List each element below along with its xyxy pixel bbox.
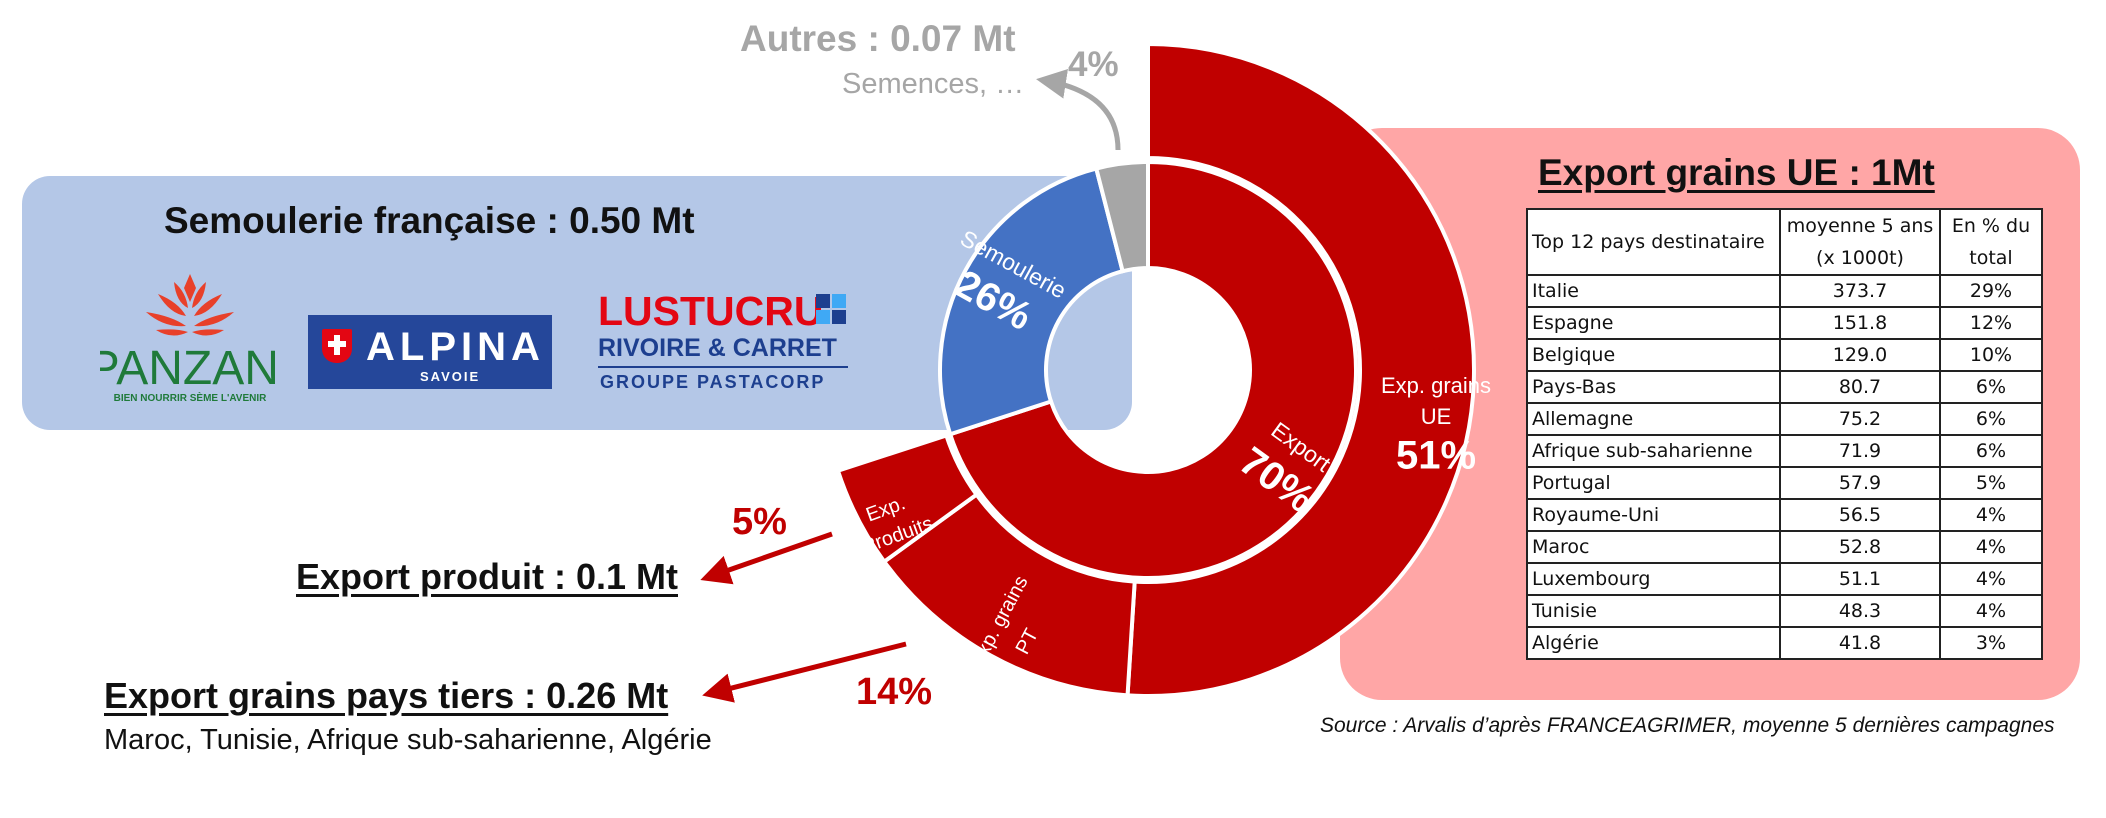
savoie-cross-icon (322, 329, 352, 363)
panzani-logo: PANZANI BIEN NOURRIR SÈME L'AVENIR (100, 274, 280, 404)
alpina-logo: ALPINA SAVOIE (308, 315, 552, 389)
lustucru-logo: LUSTUCRU RIVOIRE & CARRET GROUPE PASTACO… (598, 288, 848, 398)
table-row: Pays-Bas 80.7 6% (1526, 370, 2043, 404)
table-row: Portugal 57.9 5% (1526, 466, 2043, 500)
outer-label-exp-grains-ue: UE (1421, 404, 1452, 429)
table-row: Afrique sub-saharienne 71.9 6% (1526, 434, 2043, 468)
table-cell-avg: 151.8 (1779, 306, 1941, 340)
panzani-tagline: BIEN NOURRIR SÈME L'AVENIR (114, 391, 268, 404)
table-cell-country: Tunisie (1526, 594, 1781, 628)
autres-subtitle: Semences, … (842, 68, 1025, 100)
lustucru-square-icon (816, 310, 830, 324)
table-cell-share: 4% (1939, 530, 2043, 564)
alpina-subtitle: SAVOIE (420, 369, 481, 384)
autres-title: Autres : 0.07 Mt (740, 18, 1016, 59)
destination-table: Top 12 pays destinataire moyenne 5 ans (x… (1526, 208, 2043, 660)
table-cell-country: Royaume-Uni (1526, 498, 1781, 532)
lustucru-divider (598, 366, 848, 368)
table-row: Royaume-Uni 56.5 4% (1526, 498, 2043, 532)
inner-slice-semoulerie (938, 166, 1126, 437)
semoulerie-title: Semoulerie française : 0.50 Mt (164, 200, 695, 241)
table-row: Belgique 129.0 10% (1526, 338, 2043, 372)
table-cell-share: 6% (1939, 402, 2043, 436)
exp-produits-pct-label: 5% (732, 501, 787, 543)
table-cell-avg: 56.5 (1779, 498, 1941, 532)
table-header-label: En % du total (1951, 215, 2031, 269)
export-pays-tiers-title: Export grains pays tiers : 0.26 Mt (104, 675, 669, 716)
table-cell-share: 6% (1939, 370, 2043, 404)
autres-pct-label: 4% (1068, 45, 1119, 84)
inner-slice-export (947, 159, 1358, 580)
table-cell-share: 10% (1939, 338, 2043, 372)
table-header-row: Top 12 pays destinataire moyenne 5 ans (x… (1526, 208, 2043, 276)
table-cell-avg: 129.0 (1779, 338, 1941, 372)
table-cell-share: 4% (1939, 594, 2043, 628)
export-produit-title: Export produit : 0.1 Mt (296, 556, 678, 597)
table-cell-avg: 80.7 (1779, 370, 1941, 404)
table-cell-country: Algérie (1526, 626, 1781, 660)
table-header-label: Top 12 pays destinataire (1532, 231, 1765, 253)
lustucru-groupe: GROUPE PASTACORP (600, 372, 826, 392)
lustucru-square-icon (816, 294, 830, 308)
lustucru-square-icon (832, 310, 846, 324)
table-cell-avg: 52.8 (1779, 530, 1941, 564)
table-row: Tunisie 48.3 4% (1526, 594, 2043, 628)
lustucru-wordmark: LUSTUCRU (598, 288, 824, 334)
export-produit-arrow (700, 531, 833, 585)
table-cell-share: 3% (1939, 626, 2043, 660)
table-header-country: Top 12 pays destinataire (1526, 208, 1781, 276)
table-row: Luxembourg 51.1 4% (1526, 562, 2043, 596)
table-cell-avg: 41.8 (1779, 626, 1941, 660)
inner-slice-autres (1093, 159, 1150, 274)
table-cell-country: Espagne (1526, 306, 1781, 340)
table-cell-country: Italie (1526, 274, 1781, 308)
table-cell-share: 4% (1939, 498, 2043, 532)
table-header-avg: moyenne 5 ans (x 1000t) (1779, 208, 1941, 276)
outer-slice-exp-grains-ue (1125, 41, 1476, 698)
lustucru-square-icon (832, 294, 846, 308)
export-ue-title: Export grains UE : 1Mt (1538, 152, 1935, 193)
lustucru-subtitle: RIVOIRE & CARRET (598, 334, 837, 362)
autres-arrow (1036, 68, 1121, 151)
table-cell-share: 5% (1939, 466, 2043, 500)
exp-grains-pt-pct-label: 14% (856, 671, 932, 713)
table-cell-country: Allemagne (1526, 402, 1781, 436)
table-header-share: En % du total (1939, 208, 2043, 276)
table-cell-country: Afrique sub-saharienne (1526, 434, 1781, 468)
table-cell-share: 12% (1939, 306, 2043, 340)
table-cell-country: Pays-Bas (1526, 370, 1781, 404)
table-row: Espagne 151.8 12% (1526, 306, 2043, 340)
table-cell-avg: 48.3 (1779, 594, 1941, 628)
outer-slice-exp-produits (835, 432, 980, 565)
table-cell-country: Luxembourg (1526, 562, 1781, 596)
panzani-wordmark: PANZANI (100, 342, 280, 395)
source-note: Source : Arvalis d’après FRANCEAGRIMER, … (1320, 714, 2055, 737)
table-cell-country: Portugal (1526, 466, 1781, 500)
export-pays-tiers-countries: Maroc, Tunisie, Afrique sub-saharienne, … (104, 724, 712, 756)
export-pays-tiers-arrow (702, 641, 907, 703)
table-cell-share: 6% (1939, 434, 2043, 468)
table-row: Italie 373.7 29% (1526, 274, 2043, 308)
table-cell-avg: 51.1 (1779, 562, 1941, 596)
table-header-label: moyenne 5 ans (x 1000t) (1786, 215, 1934, 269)
outer-pct-exp-grains-ue: 51% (1396, 434, 1476, 478)
table-row: Allemagne 75.2 6% (1526, 402, 2043, 436)
table-row: Maroc 52.8 4% (1526, 530, 2043, 564)
table-row: Algérie 41.8 3% (1526, 626, 2043, 660)
table-cell-avg: 57.9 (1779, 466, 1941, 500)
table-cell-avg: 71.9 (1779, 434, 1941, 468)
table-cell-share: 29% (1939, 274, 2043, 308)
table-cell-avg: 373.7 (1779, 274, 1941, 308)
table-cell-country: Maroc (1526, 530, 1781, 564)
alpina-wordmark: ALPINA (366, 325, 545, 369)
outer-label-exp-grains-ue: Exp. grains (1381, 373, 1491, 398)
table-cell-avg: 75.2 (1779, 402, 1941, 436)
table-cell-country: Belgique (1526, 338, 1781, 372)
table-cell-share: 4% (1939, 562, 2043, 596)
